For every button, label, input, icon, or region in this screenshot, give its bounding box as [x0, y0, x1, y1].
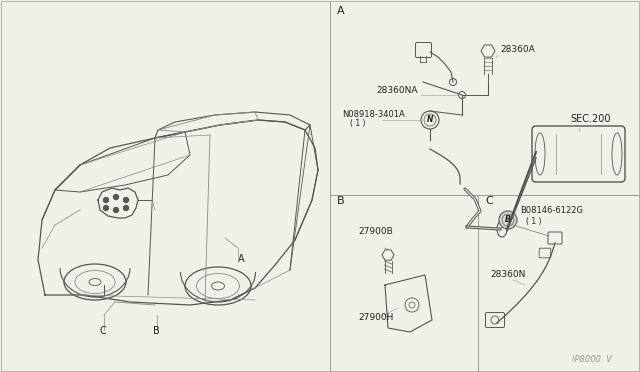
Text: 28360N: 28360N	[490, 270, 525, 279]
Circle shape	[124, 198, 129, 202]
Circle shape	[113, 208, 118, 212]
Text: B: B	[153, 326, 160, 336]
Text: N: N	[427, 115, 433, 125]
Text: ( 1 ): ( 1 )	[350, 119, 365, 128]
Circle shape	[104, 205, 109, 211]
Text: 27900B: 27900B	[358, 227, 393, 236]
Text: ( 1 ): ( 1 )	[526, 217, 541, 226]
Text: C: C	[485, 196, 493, 206]
Text: 27900H: 27900H	[358, 313, 394, 322]
Text: B08146-6122G: B08146-6122G	[520, 206, 583, 215]
Text: B: B	[505, 215, 511, 224]
Text: SEC.200: SEC.200	[570, 114, 611, 124]
Text: IP8000  V: IP8000 V	[572, 355, 612, 364]
Circle shape	[499, 211, 517, 229]
Circle shape	[113, 195, 118, 199]
FancyBboxPatch shape	[532, 126, 625, 182]
Text: A: A	[238, 254, 244, 264]
Text: 28360A: 28360A	[500, 45, 535, 54]
Text: C: C	[100, 326, 107, 336]
Text: A: A	[337, 6, 344, 16]
Text: 28360NA: 28360NA	[376, 86, 417, 95]
Text: B: B	[337, 196, 344, 206]
Circle shape	[104, 198, 109, 202]
Circle shape	[124, 205, 129, 211]
Text: N08918-3401A: N08918-3401A	[342, 110, 404, 119]
